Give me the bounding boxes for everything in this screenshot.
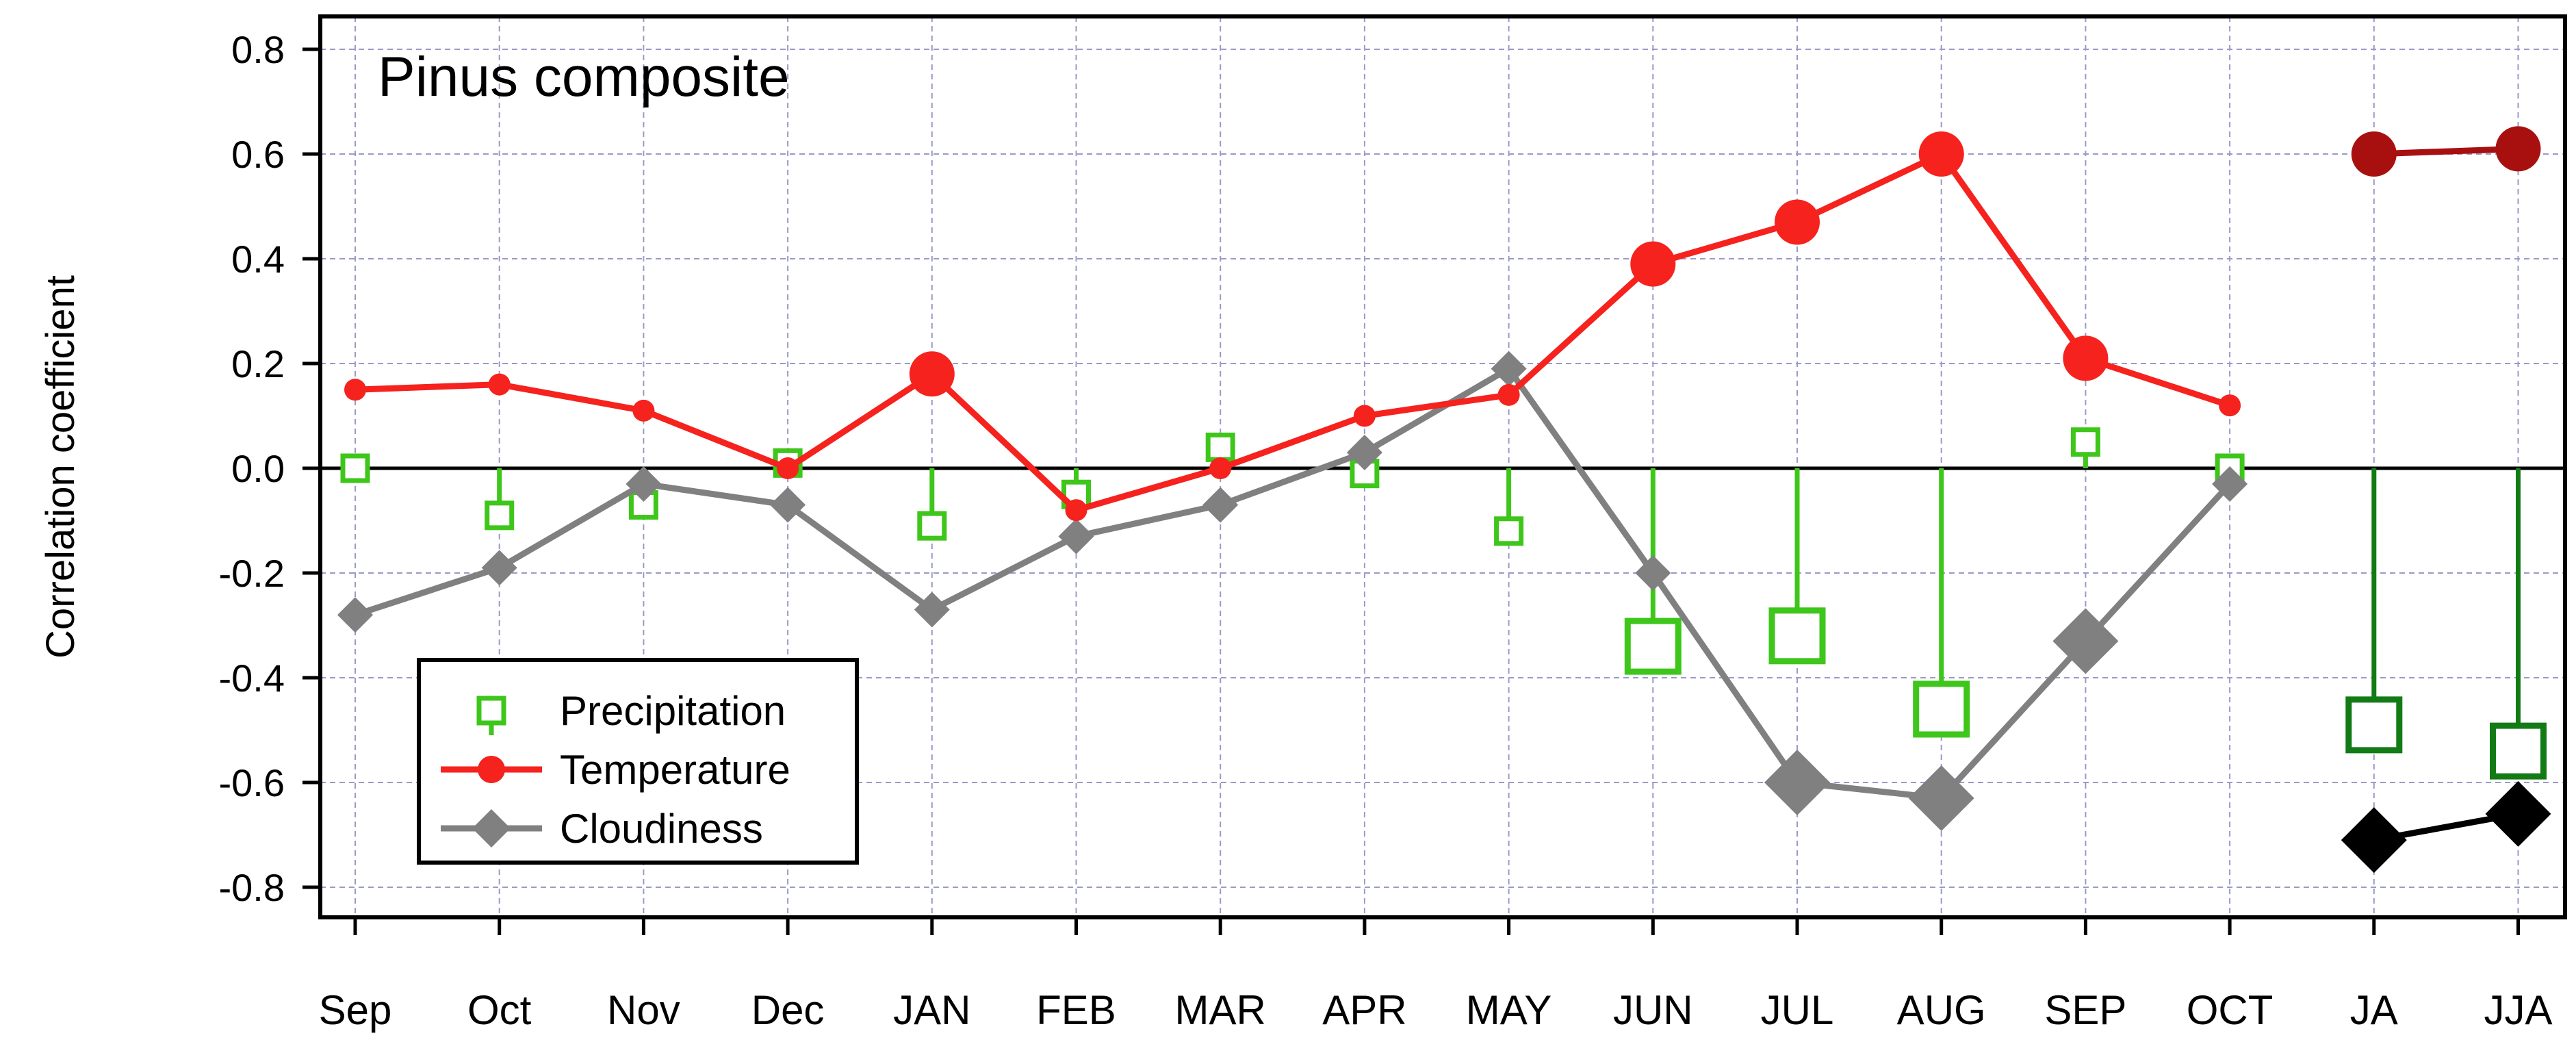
cloudiness-marker: [2212, 466, 2248, 502]
y-tick-label: 0.2: [231, 342, 285, 385]
legend: Precipitation Temperature Cloudiness: [417, 658, 859, 865]
cloudiness-marker: [1491, 351, 1527, 387]
temperature-marker: [1630, 241, 1676, 287]
temperature-line: [355, 150, 2231, 514]
x-tick-label: JUL: [1761, 987, 1834, 1033]
legend-temperature-symbol: [478, 756, 505, 783]
cloudiness-marker: [2052, 608, 2119, 674]
x-tick-label: JAN: [893, 987, 970, 1033]
legend-label: Cloudiness: [560, 806, 763, 852]
x-tick-label: JUN: [1613, 987, 1693, 1033]
chart-title: Pinus composite: [378, 46, 790, 108]
x-tick-label: APR: [1322, 987, 1406, 1033]
y-tick-label: -0.2: [219, 552, 285, 595]
y-axis: 0.8 0.6 0.4 0.2 0.0 -0.2 -0.4 -0.6 -0.8: [219, 28, 320, 909]
x-tick-label: MAR: [1175, 987, 1266, 1033]
y-tick-label: -0.8: [219, 866, 285, 909]
precipitation-series: [340, 427, 2547, 780]
precipitation-marker: [2070, 427, 2100, 457]
precipitation-marker: [1624, 617, 1682, 675]
cloudiness-marker: [2485, 780, 2551, 847]
x-tick-label: JA: [2350, 987, 2398, 1033]
legend-label: Precipitation: [560, 688, 786, 734]
x-tick-label: Oct: [467, 987, 532, 1033]
y-tick-label: 0.4: [231, 238, 285, 281]
cloudiness-marker: [481, 550, 517, 586]
temperature-series: [344, 126, 2541, 522]
temperature-marker: [2219, 394, 2241, 417]
cloudiness-marker: [914, 591, 950, 628]
temperature-marker: [1353, 405, 1376, 427]
cloudiness-marker: [1346, 435, 1382, 471]
y-tick-label: 0.8: [231, 28, 285, 71]
precipitation-marker: [340, 453, 370, 483]
y-tick-label: -0.6: [219, 761, 285, 804]
temperature-marker: [2495, 126, 2541, 172]
cloudiness-series: [337, 351, 2551, 874]
y-axis-label: Correlation coefficient: [38, 275, 83, 659]
temperature-marker: [777, 457, 799, 479]
cloudiness-marker: [770, 487, 806, 523]
y-tick-label: 0.6: [231, 133, 285, 176]
x-tick-label: MAY: [1466, 987, 1552, 1033]
precipitation-marker: [1913, 680, 1970, 738]
x-axis: Sep Oct Nov Dec JAN FEB MAR APR MAY JUN JUL AUG SEP O…: [319, 917, 2553, 1033]
precipitation-marker: [1494, 516, 1524, 546]
precipitation-marker: [1205, 432, 1235, 462]
x-tick-label: FEB: [1036, 987, 1116, 1033]
x-tick-label: OCT: [2187, 987, 2274, 1033]
x-tick-label: AUG: [1897, 987, 1986, 1033]
cloudiness-marker: [1635, 555, 1671, 591]
temperature-marker: [1918, 131, 1964, 177]
temperature-summary-line: [2373, 145, 2519, 157]
y-tick-label: -0.4: [219, 657, 285, 700]
cloudiness-marker: [1058, 518, 1094, 555]
temperature-marker: [1775, 199, 1820, 245]
temperature-marker: [632, 399, 655, 422]
precipitation-marker: [2490, 722, 2547, 780]
legend-cloudiness-symbol: [472, 809, 511, 848]
y-tick-label: 0.0: [231, 447, 285, 490]
temperature-marker: [909, 351, 955, 397]
precipitation-marker: [485, 500, 515, 531]
temperature-marker: [2063, 335, 2109, 381]
temperature-marker: [1497, 383, 1520, 406]
cloudiness-marker: [1202, 487, 1239, 523]
precipitation-marker: [917, 511, 947, 541]
x-tick-label: Dec: [751, 987, 825, 1033]
temperature-marker: [1209, 457, 1232, 479]
x-tick-label: SEP: [2044, 987, 2126, 1033]
precipitation-marker: [2345, 696, 2403, 754]
cloudiness-marker: [626, 466, 662, 502]
cloudiness-marker: [1908, 765, 1974, 831]
cloudiness-marker: [1764, 750, 1830, 815]
x-tick-label: Nov: [607, 987, 680, 1033]
temperature-marker: [488, 373, 511, 396]
temperature-marker: [2351, 131, 2397, 177]
legend-label: Temperature: [560, 747, 790, 793]
temperature-marker: [1065, 499, 1087, 522]
x-tick-label: Sep: [319, 987, 392, 1033]
precipitation-marker: [1768, 607, 1826, 665]
cloudiness-marker: [337, 597, 373, 633]
legend-precipitation-symbol: [476, 696, 506, 726]
x-tick-label: JJA: [2484, 987, 2552, 1033]
cloudiness-marker: [2341, 807, 2407, 874]
temperature-marker: [344, 379, 366, 401]
